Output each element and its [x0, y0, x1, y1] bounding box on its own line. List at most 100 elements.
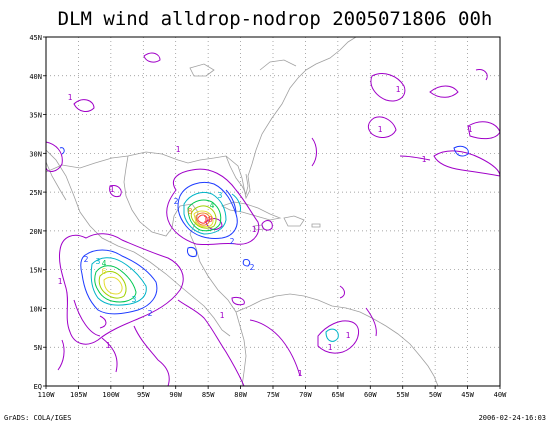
contour-level-3: [183, 191, 227, 235]
contour-level-1: [73, 99, 95, 112]
contour-label: 1: [106, 341, 111, 350]
y-tick-label: 30N: [29, 150, 42, 158]
contour-level-1: [370, 73, 406, 102]
x-tick-label: 45W: [461, 391, 474, 399]
y-axis-ticks: EQ 5N 10N 15N 20N 25N 30N 35N 40N 45N: [29, 34, 46, 391]
contour-level-1: [143, 52, 161, 63]
coastline-cuba: [220, 201, 282, 221]
contour-level-2: [453, 145, 469, 157]
contour-label: 1: [58, 277, 63, 286]
contour-label: 3: [218, 191, 223, 200]
contour-label: 2: [250, 263, 255, 272]
coastline-mexico-gulf: [123, 155, 199, 237]
y-tick-label: 40N: [29, 73, 42, 81]
x-tick-label: 60W: [364, 391, 377, 399]
x-tick-label: 55W: [396, 391, 409, 399]
x-tick-label: 75W: [267, 391, 280, 399]
contour-level-1: [101, 337, 118, 373]
contour-label: 2: [230, 237, 235, 246]
contour-level-1: [99, 315, 107, 329]
lat-lon-grid: [46, 37, 500, 386]
contour-label: 1: [328, 343, 333, 352]
x-tick-label: 70W: [299, 391, 312, 399]
contour-level-1: [109, 185, 122, 197]
coastline-mexico-pacific: [46, 149, 231, 337]
coastline-baja: [46, 161, 67, 201]
coastline-hispaniola: [283, 215, 305, 227]
contour-level-1: [467, 121, 500, 140]
timestamp-label: 2006-02-24-16:03: [478, 414, 546, 422]
y-tick-label: 25N: [29, 189, 42, 197]
contour-level-1: [57, 339, 65, 371]
y-tick-label: 10N: [29, 305, 42, 313]
contour-label: 1: [298, 369, 303, 378]
contour-level-2: [242, 259, 251, 267]
credit-label: GrADS: COLA/IGES: [4, 414, 72, 422]
contour-label: 3: [96, 257, 101, 266]
contour-level-6: [193, 210, 214, 228]
contour-level-2: [80, 249, 158, 315]
contour-label: 1: [468, 125, 473, 134]
contour-label: 1: [220, 311, 225, 320]
contour-level-1: [365, 307, 377, 337]
contour-level-2: [187, 247, 197, 257]
contour-level-1: [177, 299, 245, 386]
contour-level-3: [325, 328, 339, 342]
contour-label: 2: [174, 197, 179, 206]
contour-level-1: [231, 297, 245, 306]
contour-level-1: [433, 150, 500, 177]
contour-level-6: [103, 276, 123, 295]
x-tick-label: 80W: [234, 391, 247, 399]
x-tick-label: 90W: [169, 391, 182, 399]
contour-label: 1: [422, 155, 427, 164]
contour-level-1: [249, 319, 301, 377]
contour-label: 8: [188, 207, 193, 216]
contour-level-1: [261, 220, 273, 231]
contour-label: 1: [110, 185, 115, 194]
contour-level-2: [177, 182, 238, 239]
contour-level-5: [98, 271, 127, 299]
contour-level-1: [367, 116, 397, 138]
contour-label: 1: [396, 85, 401, 94]
contour-label: 1: [378, 125, 383, 134]
x-axis-ticks: 110W 105W 100W 95W 90W 85W 80W 75W 70W 65W 60W 55W 5…: [38, 386, 507, 399]
coastline-florida: [225, 155, 249, 196]
contour-label: 1: [252, 225, 257, 234]
contour-level-8: [195, 212, 211, 226]
x-tick-label: 50W: [429, 391, 442, 399]
difference-contours: [46, 52, 500, 386]
map-title: DLM wind alldrop-nodrop 2005071806 00h: [57, 8, 493, 30]
x-tick-label: 85W: [202, 391, 215, 399]
coastline-south-america: [235, 293, 439, 386]
contour-level-1: [475, 69, 488, 81]
coastline-central-america: [189, 233, 237, 313]
coastline-south-america-west: [235, 311, 247, 386]
y-tick-label: 20N: [29, 228, 42, 236]
coastline-puerto-rico: [311, 223, 321, 228]
contour-label: 10: [203, 215, 213, 224]
contour-level-3: [231, 193, 241, 213]
contour-label: 4: [210, 201, 215, 210]
coastline: [46, 37, 439, 386]
x-tick-label: 105W: [70, 391, 88, 399]
contour-label: 1: [176, 145, 181, 154]
contour-label: 2: [84, 255, 89, 264]
contour-level-4: [187, 199, 222, 232]
contour-level-1: [429, 85, 459, 98]
x-tick-label: 65W: [332, 391, 345, 399]
y-tick-label: 35N: [29, 112, 42, 120]
contour-label: 3: [132, 295, 137, 304]
contour-level-10: [197, 214, 208, 224]
contour-level-1: [311, 137, 317, 167]
contour-level-3: [90, 257, 147, 306]
contour-level-1: [339, 285, 345, 299]
contour-level-2: [225, 189, 237, 215]
x-tick-label: 110W: [38, 391, 56, 399]
contour-label: 1: [68, 93, 73, 102]
coastline-north-america: [46, 37, 357, 200]
contour-label: 6: [102, 267, 107, 276]
contour-level-1: [46, 141, 63, 172]
x-tick-label: 40W: [494, 391, 507, 399]
